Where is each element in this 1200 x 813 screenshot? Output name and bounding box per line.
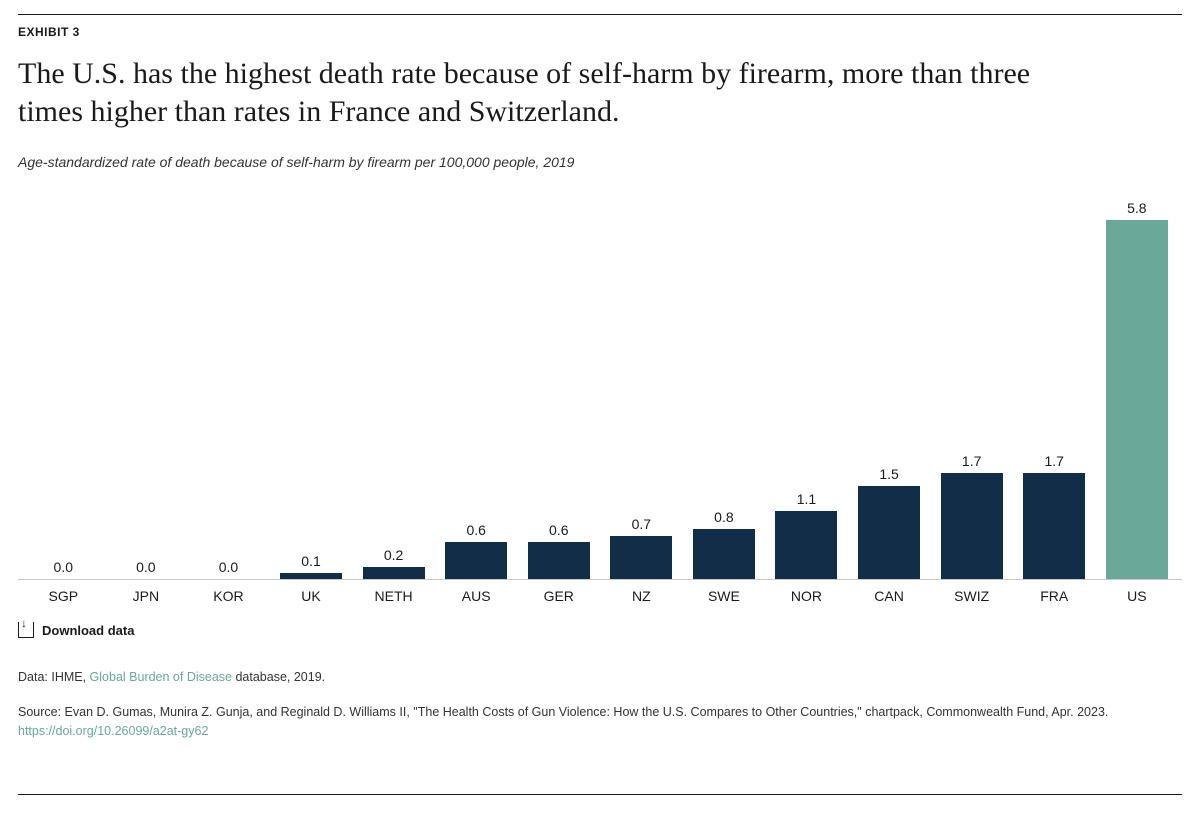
x-axis-label: GER <box>517 584 600 604</box>
bar-value-label: 1.5 <box>879 466 898 482</box>
x-axis-label: UK <box>270 584 353 604</box>
bar <box>1106 220 1168 579</box>
data-note-link[interactable]: Global Burden of Disease <box>90 670 232 684</box>
x-axis-label: SWIZ <box>930 584 1013 604</box>
x-axis-labels: SGPJPNKORUKNETHAUSGERNZSWENORCANSWIZFRAU… <box>18 584 1182 604</box>
data-note-prefix: Data: IHME, <box>18 670 90 684</box>
bar-value-label: 1.1 <box>797 491 816 507</box>
bar <box>693 529 755 579</box>
subhead: Age-standardized rate of death because o… <box>18 154 1182 170</box>
bar-slot: 1.5 <box>848 200 931 579</box>
bar-slot: 5.8 <box>1096 200 1179 579</box>
source-prefix: Source: Evan D. Gumas, Munira Z. Gunja, … <box>18 705 1108 719</box>
download-icon <box>18 622 34 638</box>
source-note: Source: Evan D. Gumas, Munira Z. Gunja, … <box>18 703 1182 741</box>
bar-value-label: 0.0 <box>219 559 238 575</box>
bar-value-label: 1.7 <box>1044 453 1063 469</box>
x-axis-label: NETH <box>352 584 435 604</box>
bar <box>775 511 837 579</box>
x-axis-label: JPN <box>105 584 188 604</box>
bar-value-label: 0.6 <box>549 522 568 538</box>
bar <box>941 473 1003 579</box>
bar-slot: 0.1 <box>270 200 353 579</box>
bar <box>363 567 425 579</box>
bar <box>610 536 672 579</box>
bar-value-label: 0.1 <box>301 553 320 569</box>
bar <box>1023 473 1085 579</box>
bar-slot: 1.1 <box>765 200 848 579</box>
bar-value-label: 0.6 <box>466 522 485 538</box>
x-axis-label: SWE <box>683 584 766 604</box>
x-axis-label: US <box>1096 584 1179 604</box>
data-note-suffix: database, 2019. <box>232 670 325 684</box>
bar-value-label: 0.0 <box>54 559 73 575</box>
bar <box>445 542 507 579</box>
bar-slot: 0.0 <box>187 200 270 579</box>
exhibit-container: EXHIBIT 3 The U.S. has the highest death… <box>18 14 1182 795</box>
bar-slot: 0.6 <box>435 200 518 579</box>
bar-slot: 0.0 <box>105 200 188 579</box>
bar-slot: 0.7 <box>600 200 683 579</box>
bar-slot: 1.7 <box>930 200 1013 579</box>
bar-value-label: 0.2 <box>384 547 403 563</box>
x-axis-label: SGP <box>22 584 105 604</box>
bar-chart: 0.0 0.0 0.0 0.1 0.2 0.6 0.6 0.7 0.8 1.1 1.5 1.7 1.7 5… <box>18 200 1182 580</box>
bar-value-label: 5.8 <box>1127 200 1146 216</box>
bar <box>528 542 590 579</box>
x-axis-label: KOR <box>187 584 270 604</box>
x-axis-label: NZ <box>600 584 683 604</box>
bar-slot: 0.0 <box>22 200 105 579</box>
data-note: Data: IHME, Global Burden of Disease dat… <box>18 668 1182 687</box>
download-label: Download data <box>42 623 134 638</box>
headline: The U.S. has the highest death rate beca… <box>18 55 1098 130</box>
bar-slot: 1.7 <box>1013 200 1096 579</box>
exhibit-label: EXHIBIT 3 <box>18 25 1182 39</box>
bar <box>280 573 342 579</box>
bar-value-label: 0.8 <box>714 509 733 525</box>
download-data-button[interactable]: Download data <box>18 622 1182 638</box>
x-axis-label: CAN <box>848 584 931 604</box>
bar-slot: 0.6 <box>517 200 600 579</box>
bar-value-label: 0.7 <box>632 516 651 532</box>
x-axis-label: AUS <box>435 584 518 604</box>
bar-slot: 0.8 <box>683 200 766 579</box>
x-axis-label: FRA <box>1013 584 1096 604</box>
bar <box>858 486 920 579</box>
bar-value-label: 0.0 <box>136 559 155 575</box>
bar-slot: 0.2 <box>352 200 435 579</box>
bar-value-label: 1.7 <box>962 453 981 469</box>
x-axis-label: NOR <box>765 584 848 604</box>
source-link[interactable]: https://doi.org/10.26099/a2at-gy62 <box>18 724 208 738</box>
